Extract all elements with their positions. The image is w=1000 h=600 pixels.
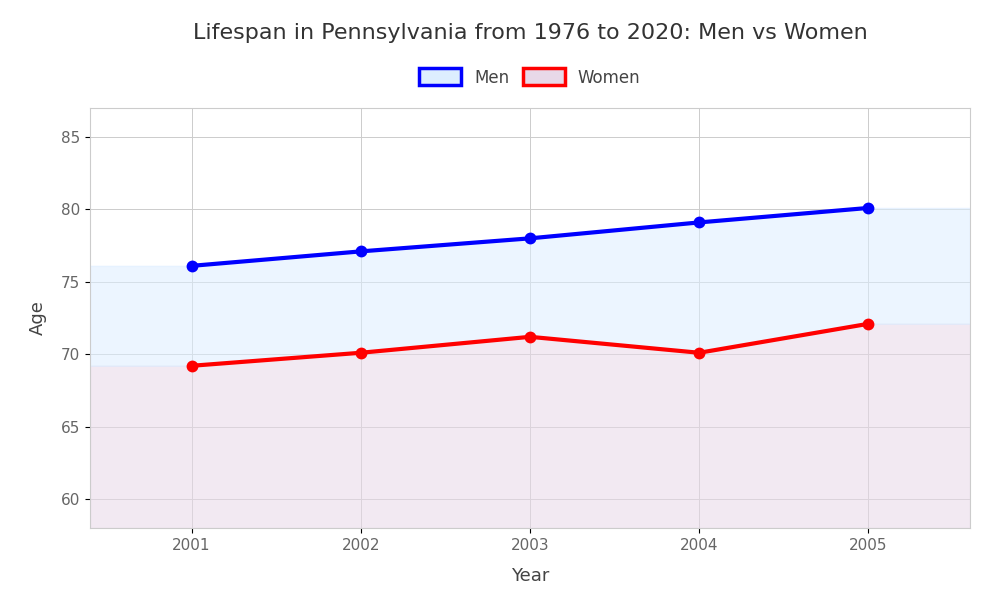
Legend: Men, Women: Men, Women [413, 62, 647, 93]
X-axis label: Year: Year [511, 566, 549, 584]
Y-axis label: Age: Age [29, 301, 47, 335]
Title: Lifespan in Pennsylvania from 1976 to 2020: Men vs Women: Lifespan in Pennsylvania from 1976 to 20… [193, 23, 867, 43]
